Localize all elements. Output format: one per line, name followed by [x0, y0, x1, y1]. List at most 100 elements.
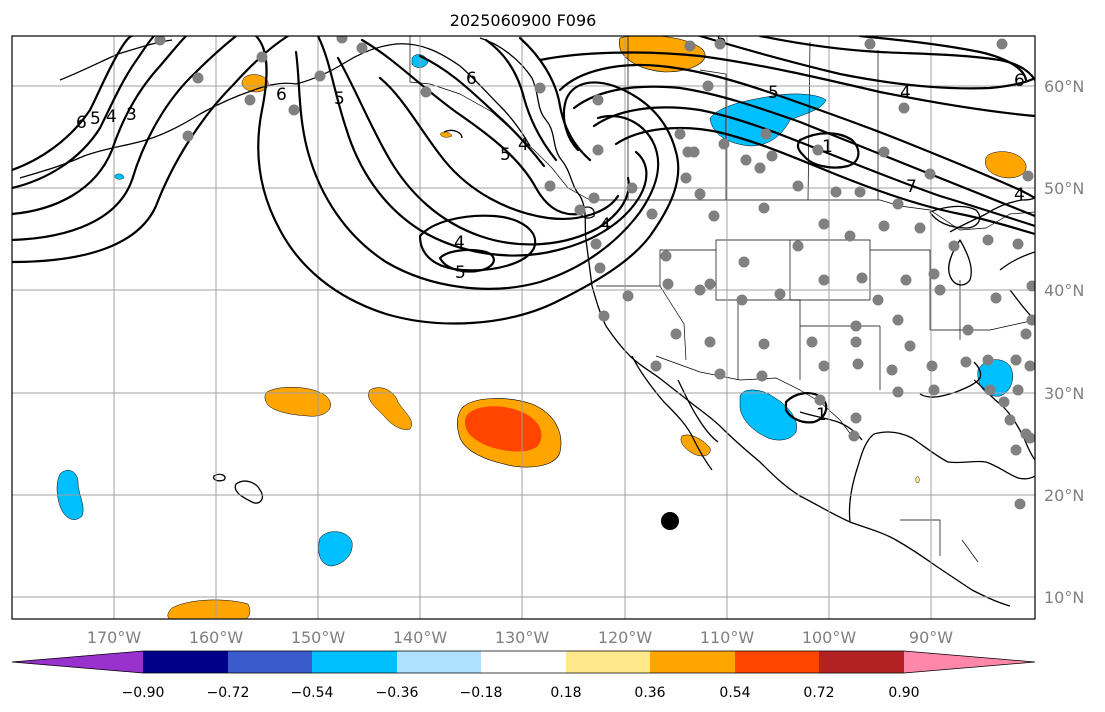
colorbar-tick-label: 0.36 — [634, 685, 665, 701]
station-marker — [1020, 328, 1032, 340]
colorbar-segment — [735, 651, 819, 673]
map-frame — [11, 35, 1036, 620]
map-area — [12, 36, 1035, 619]
station-marker — [1024, 432, 1035, 444]
contour-label-group: 6 5 4 3 6 5 4 5 4 5 4 5 6 4 7 6 5 4 1 1 — [76, 36, 1025, 425]
station-marker — [878, 220, 890, 232]
station-marker — [990, 292, 1002, 304]
station-marker — [680, 172, 692, 184]
station-marker — [544, 180, 556, 192]
contour-label: 6 — [1014, 71, 1025, 91]
colorbar — [11, 650, 1036, 674]
station-marker — [982, 354, 994, 366]
station-marker — [998, 396, 1010, 408]
station-marker — [1004, 414, 1016, 426]
station-marker — [182, 130, 194, 142]
station-marker — [848, 430, 860, 442]
station-marker — [1022, 170, 1034, 182]
station-marker — [812, 144, 824, 156]
colorbar-extend-low — [12, 651, 143, 673]
lat-label: 30°N — [1044, 384, 1084, 403]
station-marker — [288, 104, 300, 116]
station-marker — [962, 324, 974, 336]
lon-label: 100°W — [802, 628, 857, 647]
colorbar-outline — [11, 650, 1036, 674]
station-marker — [850, 336, 862, 348]
station-marker — [864, 38, 876, 50]
station-marker — [854, 186, 866, 198]
station-marker — [154, 36, 166, 46]
colorbar-tick-label: 0.18 — [550, 685, 581, 701]
lon-label: 120°W — [598, 628, 653, 647]
latitude-axis: 60°N 50°N 40°N 30°N 20°N 10°N — [1044, 77, 1084, 607]
colorbar-tick-label: 0.54 — [719, 685, 750, 701]
colorbar-tick-label: −0.90 — [122, 685, 165, 701]
station-marker — [960, 356, 972, 368]
contour-label: 3 — [126, 105, 137, 125]
contour-label: 7 — [906, 177, 917, 197]
colorbar-segment — [819, 651, 904, 673]
station-marker — [574, 204, 586, 216]
station-marker — [892, 386, 904, 398]
station-marker — [256, 51, 268, 63]
station-marker — [708, 210, 720, 222]
lon-label: 150°W — [291, 628, 346, 647]
station-marker — [934, 284, 946, 296]
station-marker — [740, 154, 752, 166]
lon-label: 110°W — [700, 628, 755, 647]
station-marker — [892, 314, 904, 326]
station-marker — [844, 230, 856, 242]
station-marker — [718, 138, 730, 150]
colorbar-segment — [312, 651, 397, 673]
station-marker — [900, 274, 912, 286]
colorbar-segment — [228, 651, 312, 673]
station-marker — [714, 38, 726, 50]
station-marker — [670, 328, 682, 340]
station-marker — [886, 364, 898, 376]
lat-label: 10°N — [1044, 588, 1084, 607]
station-marker — [996, 38, 1008, 50]
station-marker — [1026, 280, 1035, 292]
station-marker — [758, 202, 770, 214]
station-marker — [792, 180, 804, 192]
station-marker — [948, 240, 960, 252]
station-marker — [702, 80, 714, 92]
station-marker — [704, 336, 716, 348]
lon-label: 130°W — [495, 628, 550, 647]
contour-label: 4 — [600, 215, 611, 235]
colorbar-tick-label: −0.54 — [291, 685, 334, 701]
station-marker — [534, 82, 546, 94]
station-marker — [760, 128, 772, 140]
colorbar-extend-high — [904, 651, 1035, 673]
station-marker — [892, 198, 904, 210]
lon-label: 90°W — [909, 628, 953, 647]
station-marker — [818, 360, 830, 372]
station-marker — [1010, 444, 1022, 456]
station-marker — [684, 40, 696, 52]
station-marker — [756, 370, 768, 382]
station-marker — [598, 310, 610, 322]
station-marker — [830, 186, 842, 198]
contour-label: 5 — [334, 89, 345, 109]
lat-label: 20°N — [1044, 486, 1084, 505]
station-marker — [904, 340, 916, 352]
station-marker — [774, 288, 786, 300]
contour-label: 6 — [76, 113, 87, 133]
contour-label: 4 — [518, 135, 529, 155]
station-marker — [590, 238, 602, 250]
station-marker — [660, 250, 672, 262]
station-marker — [850, 412, 862, 424]
station-marker — [872, 294, 884, 306]
station-marker — [878, 146, 890, 158]
contour-label: 4 — [454, 233, 465, 253]
colorbar-labels: −0.90 −0.72 −0.54 −0.36 −0.18 0.18 0.36 … — [122, 685, 920, 701]
contour-label: 6 — [276, 85, 287, 105]
station-marker — [914, 222, 926, 234]
contour-label: 5 — [90, 109, 101, 129]
station-marker — [928, 384, 940, 396]
colorbar-segment — [143, 651, 228, 673]
contour-label: 1 — [822, 137, 833, 157]
station-marker — [420, 86, 432, 98]
station-marker — [738, 256, 750, 268]
